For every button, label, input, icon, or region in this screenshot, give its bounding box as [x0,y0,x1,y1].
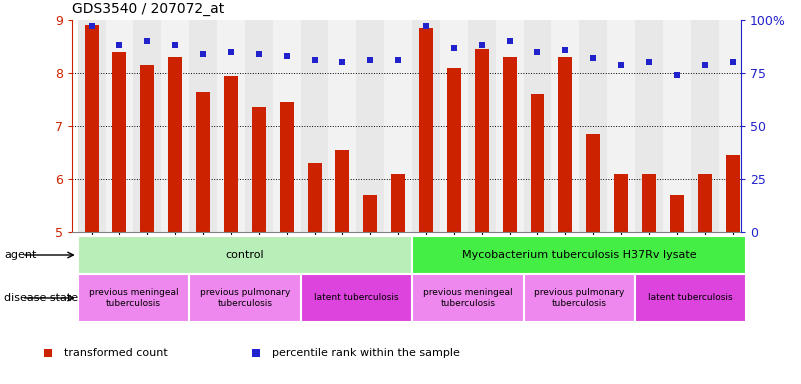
Bar [530,94,545,232]
Text: disease state: disease state [4,293,78,303]
Text: previous pulmonary
tuberculosis: previous pulmonary tuberculosis [199,288,290,308]
Bar [168,57,182,232]
Bar [245,20,272,232]
Bar [134,20,161,232]
Bar [496,20,524,232]
Bar [308,163,321,232]
Bar [670,195,684,232]
Bar [196,91,210,232]
Bar [551,20,579,232]
Bar [78,274,189,322]
Bar [586,134,600,232]
Bar [419,28,433,232]
Bar [635,20,663,232]
Bar [503,57,517,232]
Bar [252,108,266,232]
Bar [106,20,134,232]
Bar [558,57,573,232]
Bar [384,20,412,232]
Bar [78,20,106,232]
Bar [524,20,551,232]
Text: control: control [226,250,264,260]
Bar [140,65,155,232]
Bar [524,274,635,322]
Text: Mycobacterium tuberculosis H37Rv lysate: Mycobacterium tuberculosis H37Rv lysate [462,250,697,260]
Bar [690,20,718,232]
Bar [300,274,412,322]
Text: previous meningeal
tuberculosis: previous meningeal tuberculosis [423,288,513,308]
Bar [328,20,356,232]
Bar [412,20,440,232]
Bar [468,20,496,232]
Bar [364,195,377,232]
Bar [217,20,245,232]
Bar [614,174,628,232]
Text: agent: agent [4,250,36,260]
Bar [336,150,349,232]
Bar [475,49,489,232]
Text: previous pulmonary
tuberculosis: previous pulmonary tuberculosis [534,288,625,308]
Bar [224,76,238,232]
Bar [635,274,747,322]
Bar [440,20,468,232]
Text: latent tuberculosis: latent tuberculosis [649,293,733,303]
Bar [356,20,384,232]
Bar [698,174,711,232]
Bar [663,20,690,232]
Bar [391,174,405,232]
Bar [280,102,294,232]
Bar [579,20,607,232]
Text: percentile rank within the sample: percentile rank within the sample [272,348,461,358]
Bar [161,20,189,232]
Bar [607,20,635,232]
Text: previous meningeal
tuberculosis: previous meningeal tuberculosis [89,288,178,308]
Bar [78,236,412,274]
Bar [189,20,217,232]
Bar [272,20,300,232]
Bar [726,155,739,232]
Text: latent tuberculosis: latent tuberculosis [314,293,399,303]
Text: transformed count: transformed count [64,348,168,358]
Bar [412,274,524,322]
Bar [85,25,99,232]
Bar [447,68,461,232]
Bar [300,20,328,232]
Bar [718,20,747,232]
Bar [642,174,656,232]
Text: GDS3540 / 207072_at: GDS3540 / 207072_at [72,2,224,16]
Bar [112,52,127,232]
Bar [189,274,300,322]
Bar [412,236,747,274]
